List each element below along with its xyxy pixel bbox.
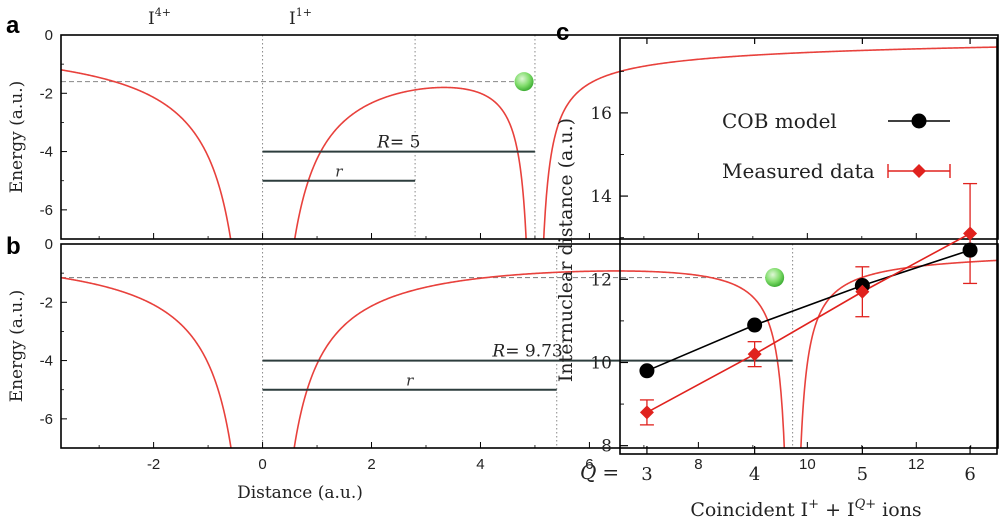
panel-b-x-tick-label: 8 (694, 456, 702, 473)
panel-b-y-axis-label: Energy (a.u.) (7, 290, 27, 403)
legend-marker-measured-data (912, 164, 926, 178)
panel-c-y-axis-label: Internuclear distance (a.u.) (555, 118, 577, 382)
panel-b-R-label: R= 9.73 (491, 342, 562, 362)
panel-b-x-tick-label: 10 (799, 456, 816, 473)
panel-b-potential-curve (800, 259, 998, 448)
panel-a-potential-curve (542, 46, 998, 239)
panel-a-electron (514, 72, 534, 92)
panel-letter-a: a (6, 12, 20, 39)
panel-b-y-tick-label: 0 (45, 236, 53, 253)
panel-c-frame (619, 37, 998, 455)
cob-model-line (646, 249, 971, 372)
panel-a: R= 5 r 0 -2 -4 -6 Energy (a.u.) (7, 27, 999, 240)
measured-data-line (646, 232, 971, 414)
panel-letter-b: b (6, 233, 21, 260)
panel-c-y-tick-label: 10 (590, 353, 612, 373)
panel-a-potential-curve (293, 86, 527, 239)
panel-c-y-tick-label: 14 (590, 187, 612, 207)
q-label: Q = (580, 460, 619, 484)
measured-data-point (747, 347, 762, 362)
panel-b-x-tick-label: 0 (258, 456, 266, 473)
panel-a-y-tick-label: -6 (40, 202, 53, 219)
panel-a-r-label: r (335, 163, 343, 181)
legend-label-cob-model: COB model (722, 109, 837, 133)
panel-c-y-tick-label: 16 (590, 104, 612, 124)
ion-label-right: I1+ (289, 6, 312, 29)
cob-model-point (747, 317, 763, 333)
legend-marker-cob-model (911, 113, 927, 129)
panel-b-x-tick-label: 4 (476, 456, 484, 473)
panel-c-x-tick-label: 3 (641, 464, 652, 485)
panel-letter-c: c (556, 19, 569, 46)
panel-a-frame (60, 34, 999, 240)
panel-b-x-tick-label: 12 (908, 456, 925, 473)
panel-c-x-tick-label: 5 (857, 464, 868, 485)
panel-a-y-tick-label: -2 (40, 85, 53, 102)
panel-b-y-tick-label: -6 (40, 411, 53, 428)
legend: COB model Measured data (722, 109, 951, 183)
cob-model-point (639, 363, 655, 379)
panel-b-x-axis-label: Distance (a.u.) (237, 483, 363, 503)
panel-c-x-tick-label: 4 (749, 464, 760, 485)
cob-model-point (962, 242, 978, 258)
panel-a-R-label: R= 5 (376, 133, 420, 153)
panel-c: 8 10 12 14 16 3 4 5 6 COB model Measured data Inte… (555, 37, 998, 521)
panel-b-x-tick-label: 2 (367, 456, 375, 473)
panel-c-x-axis-label: Coincident I+ + IQ+ ions (690, 497, 921, 521)
panel-a-potential-curve (61, 69, 232, 239)
panel-b-y-tick-label: -2 (40, 294, 53, 311)
panel-c-x-tick-label: 6 (964, 464, 975, 485)
panel-b-potential-curve (293, 270, 786, 448)
panel-b-x-tick-label: 6 (585, 456, 593, 473)
panel-b-r-label: r (406, 372, 414, 390)
panel-b: R= 9.73r 0-2-4-6-2 0 2 4 6 8 10 12 Energy (a.u.… (7, 236, 999, 503)
panel-a-y-axis-label: Energy (a.u.) (7, 81, 27, 194)
panel-a-y-tick-label: -4 (40, 144, 53, 161)
panel-b-potential-curve (61, 276, 232, 448)
panel-c-y-tick-label: 12 (590, 270, 612, 290)
panel-b-electron (765, 268, 785, 288)
measured-data-point (855, 284, 870, 299)
panel-b-x-tick-label: -2 (147, 456, 160, 473)
legend-label-measured-data: Measured data (722, 159, 875, 183)
panel-b-y-tick-label: -4 (40, 353, 53, 370)
panel-b-frame (60, 243, 999, 449)
measured-data-point (639, 405, 654, 420)
ion-label-left: I4+ (148, 6, 171, 29)
measured-data-point (963, 226, 978, 241)
panel-c-y-tick-label: 8 (601, 437, 612, 457)
panel-a-y-tick-label: 0 (45, 27, 53, 44)
